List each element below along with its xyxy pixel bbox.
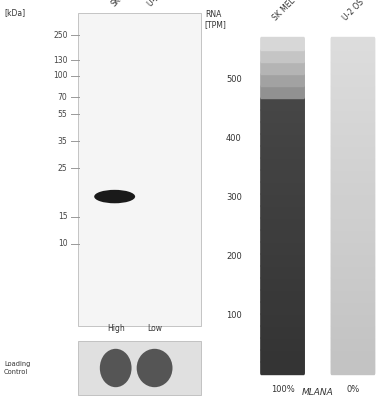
FancyBboxPatch shape xyxy=(331,109,375,123)
Text: 250: 250 xyxy=(53,31,67,40)
FancyBboxPatch shape xyxy=(331,181,375,195)
Ellipse shape xyxy=(94,190,135,203)
FancyBboxPatch shape xyxy=(331,157,375,171)
Text: 25: 25 xyxy=(58,164,67,172)
FancyBboxPatch shape xyxy=(331,61,375,75)
FancyBboxPatch shape xyxy=(331,229,375,243)
Text: U-2 OS: U-2 OS xyxy=(341,0,366,22)
FancyBboxPatch shape xyxy=(260,193,305,207)
FancyBboxPatch shape xyxy=(331,169,375,183)
FancyBboxPatch shape xyxy=(331,325,375,339)
FancyBboxPatch shape xyxy=(260,169,305,183)
FancyBboxPatch shape xyxy=(331,205,375,219)
FancyBboxPatch shape xyxy=(331,301,375,315)
FancyBboxPatch shape xyxy=(260,73,305,87)
FancyBboxPatch shape xyxy=(331,241,375,255)
FancyBboxPatch shape xyxy=(260,109,305,123)
Text: High: High xyxy=(107,324,124,333)
FancyBboxPatch shape xyxy=(331,85,375,99)
FancyBboxPatch shape xyxy=(260,277,305,291)
Text: 400: 400 xyxy=(226,134,242,143)
FancyBboxPatch shape xyxy=(260,37,305,51)
Text: SK-MEL-30: SK-MEL-30 xyxy=(109,0,144,8)
Text: 100: 100 xyxy=(53,71,67,80)
FancyBboxPatch shape xyxy=(331,133,375,147)
FancyBboxPatch shape xyxy=(260,337,305,351)
Text: 300: 300 xyxy=(226,193,242,202)
FancyBboxPatch shape xyxy=(331,97,375,111)
Text: Loading
Control: Loading Control xyxy=(4,361,30,375)
FancyBboxPatch shape xyxy=(260,205,305,219)
FancyBboxPatch shape xyxy=(260,97,305,111)
FancyBboxPatch shape xyxy=(331,289,375,303)
FancyBboxPatch shape xyxy=(260,217,305,231)
FancyBboxPatch shape xyxy=(260,241,305,255)
FancyBboxPatch shape xyxy=(331,145,375,159)
FancyBboxPatch shape xyxy=(260,121,305,135)
FancyBboxPatch shape xyxy=(331,277,375,291)
Text: MLANA: MLANA xyxy=(302,388,333,397)
FancyBboxPatch shape xyxy=(260,133,305,147)
Text: 10: 10 xyxy=(58,239,67,248)
FancyBboxPatch shape xyxy=(260,253,305,267)
FancyBboxPatch shape xyxy=(78,14,200,326)
FancyBboxPatch shape xyxy=(260,181,305,195)
FancyBboxPatch shape xyxy=(331,73,375,87)
FancyBboxPatch shape xyxy=(260,325,305,339)
FancyBboxPatch shape xyxy=(331,265,375,279)
FancyBboxPatch shape xyxy=(260,85,305,99)
FancyBboxPatch shape xyxy=(260,229,305,243)
Text: U-2 OS: U-2 OS xyxy=(146,0,171,8)
FancyBboxPatch shape xyxy=(260,157,305,171)
FancyBboxPatch shape xyxy=(260,361,305,375)
Text: Low: Low xyxy=(147,324,162,333)
FancyBboxPatch shape xyxy=(260,289,305,303)
Text: 200: 200 xyxy=(226,252,242,261)
Ellipse shape xyxy=(100,349,131,387)
Text: 100%: 100% xyxy=(271,385,294,394)
Text: 0%: 0% xyxy=(346,385,360,394)
FancyBboxPatch shape xyxy=(260,313,305,327)
FancyBboxPatch shape xyxy=(260,265,305,279)
Text: 500: 500 xyxy=(226,75,242,84)
FancyBboxPatch shape xyxy=(331,313,375,327)
FancyBboxPatch shape xyxy=(78,341,200,395)
FancyBboxPatch shape xyxy=(331,337,375,351)
Ellipse shape xyxy=(136,349,172,387)
FancyBboxPatch shape xyxy=(331,193,375,207)
FancyBboxPatch shape xyxy=(331,217,375,231)
FancyBboxPatch shape xyxy=(331,37,375,51)
FancyBboxPatch shape xyxy=(260,145,305,159)
Text: 35: 35 xyxy=(58,137,67,146)
FancyBboxPatch shape xyxy=(331,49,375,63)
FancyBboxPatch shape xyxy=(260,349,305,363)
Text: 55: 55 xyxy=(58,110,67,119)
FancyBboxPatch shape xyxy=(260,301,305,315)
Text: RNA
[TPM]: RNA [TPM] xyxy=(205,10,227,29)
Text: 15: 15 xyxy=(58,212,67,221)
Text: SK MEL-30: SK MEL-30 xyxy=(271,0,305,22)
FancyBboxPatch shape xyxy=(331,121,375,135)
Text: 100: 100 xyxy=(226,310,242,320)
Text: [kDa]: [kDa] xyxy=(4,8,25,18)
Text: 130: 130 xyxy=(53,56,67,65)
FancyBboxPatch shape xyxy=(331,349,375,363)
FancyBboxPatch shape xyxy=(260,61,305,75)
FancyBboxPatch shape xyxy=(331,253,375,267)
Text: 70: 70 xyxy=(58,93,67,102)
FancyBboxPatch shape xyxy=(260,49,305,63)
FancyBboxPatch shape xyxy=(331,361,375,375)
